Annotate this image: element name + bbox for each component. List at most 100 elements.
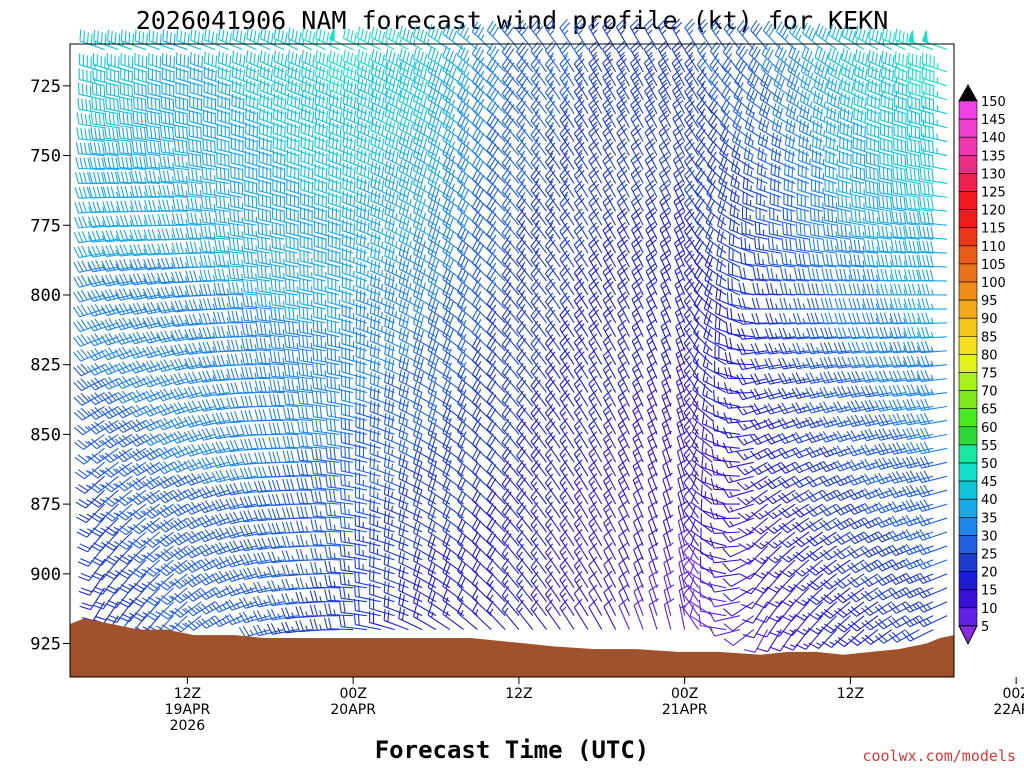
- wind-barb: [199, 283, 229, 296]
- wind-barb: [295, 534, 326, 547]
- wind-barb: [272, 193, 299, 212]
- wind-barb: [185, 241, 216, 254]
- wind-barb: [311, 433, 340, 449]
- wind-barb: [313, 277, 340, 296]
- wind-barb: [369, 315, 395, 338]
- wind-barb: [203, 80, 230, 101]
- wind-barb: [144, 185, 174, 198]
- wind-barb: [142, 433, 174, 446]
- wind-barb: [213, 268, 243, 282]
- wind-barb: [384, 370, 409, 394]
- wind-barb: [170, 531, 202, 546]
- wind-barb: [259, 50, 285, 73]
- wind-barb: [130, 185, 160, 198]
- wind-barb: [369, 372, 395, 394]
- wind-barb: [285, 264, 312, 282]
- wind-barb: [272, 164, 299, 184]
- wind-barb: [314, 163, 340, 184]
- wind-barb: [156, 461, 188, 475]
- wind-barb: [283, 350, 312, 366]
- wind-barb: [183, 516, 216, 530]
- wind-barb: [73, 319, 105, 333]
- wind-barb: [383, 609, 409, 631]
- wind-barb: [169, 474, 202, 488]
- wind-barb: [297, 406, 326, 422]
- wind-barb: [107, 29, 133, 51]
- wind-barb: [309, 618, 340, 631]
- wind-barb: [215, 195, 243, 212]
- wind-barb: [100, 406, 133, 420]
- wind-barb: [156, 475, 188, 489]
- wind-barb: [383, 524, 409, 547]
- wind-barb: [269, 350, 298, 366]
- wind-barb: [116, 185, 146, 198]
- wind-barb: [101, 461, 133, 478]
- wind-barb: [175, 52, 202, 73]
- wind-barb: [369, 442, 395, 463]
- wind-barb: [268, 393, 298, 408]
- wind-barb: [76, 112, 105, 129]
- wind-barb: [161, 52, 188, 73]
- wind-barb: [100, 362, 133, 376]
- colorbar-label: 15: [981, 584, 998, 599]
- chart-title: 2026041906 NAM forecast wind profile (kt…: [136, 6, 889, 35]
- wind-barb: [214, 224, 243, 240]
- wind-barb: [384, 272, 409, 296]
- colorbar-label: 80: [981, 348, 998, 363]
- wind-barb: [160, 111, 188, 129]
- wind-barb: [245, 107, 271, 129]
- wind-barb: [197, 558, 230, 572]
- wind-barb: [114, 361, 147, 375]
- wind-barb: [314, 177, 340, 198]
- wind-barb: [242, 294, 271, 310]
- wind-barb: [284, 307, 312, 324]
- wind-barb: [104, 112, 133, 129]
- wind-barb: [189, 52, 216, 73]
- wind-barb: [341, 219, 368, 240]
- wind-barb: [197, 601, 230, 615]
- wind-barb: [258, 121, 285, 143]
- wind-barb: [268, 436, 298, 449]
- wind-barb: [76, 517, 105, 538]
- wind-barb: [144, 601, 174, 621]
- wind-barb: [300, 149, 326, 171]
- wind-barb: [370, 119, 395, 143]
- wind-barb: [199, 269, 229, 282]
- wind-barb: [369, 357, 395, 380]
- wind-barb: [87, 377, 119, 391]
- wind-barbs: [73, 18, 948, 653]
- wind-barb: [100, 347, 133, 361]
- wind-barb: [342, 176, 368, 198]
- x-axis: 12Z19APR202600Z20APR12Z00Z21APR12Z00Z22A…: [165, 677, 1024, 734]
- wind-barb: [129, 503, 161, 520]
- wind-barb: [310, 490, 340, 505]
- wind-barb: [313, 220, 340, 240]
- wind-barb: [398, 201, 423, 226]
- wind-barb: [199, 254, 229, 268]
- wind-barb: [355, 443, 381, 463]
- wind-barb: [245, 122, 271, 143]
- wind-barb: [270, 279, 298, 296]
- wind-barb: [128, 360, 160, 374]
- wind-barb: [270, 293, 298, 310]
- wind-barb: [158, 184, 188, 198]
- wind-barb: [269, 322, 298, 338]
- wind-barb: [328, 177, 354, 198]
- wind-barb: [73, 378, 105, 392]
- wind-barb: [353, 613, 381, 631]
- wind-barb: [286, 107, 312, 129]
- wind-barb: [238, 611, 271, 624]
- wind-barb: [341, 289, 368, 310]
- plot-area: [70, 44, 954, 677]
- wind-barb: [120, 29, 147, 51]
- wind-barb: [142, 461, 174, 476]
- wind-barb: [217, 80, 243, 101]
- wind-barb: [297, 392, 326, 408]
- colorbar-swatch: [958, 281, 978, 301]
- wind-barb: [327, 290, 354, 310]
- wind-barb: [354, 514, 381, 533]
- wind-barb: [228, 267, 257, 282]
- wind-barb: [355, 429, 381, 449]
- wind-barb: [300, 135, 326, 157]
- x-tick-label: 00Z: [339, 686, 366, 702]
